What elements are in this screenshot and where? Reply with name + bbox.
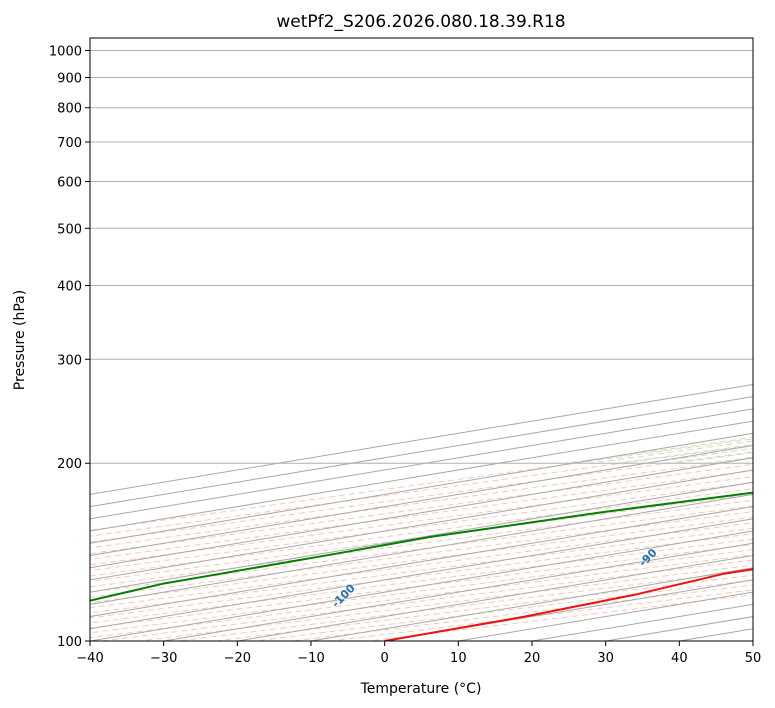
moist-adiabat-line bbox=[616, 444, 753, 464]
y-axis-ticks: 100 200 300 400 500 600 700 800 900 1000 bbox=[49, 45, 90, 650]
temperature-profile-line bbox=[384, 568, 753, 641]
isotherm-line bbox=[90, 481, 753, 593]
isotherm-line bbox=[752, 640, 753, 641]
dry-adiabats bbox=[90, 438, 753, 641]
isotherm-line bbox=[90, 530, 753, 641]
isotherm-line bbox=[90, 469, 753, 581]
y-tick-label: 900 bbox=[57, 72, 82, 87]
y-tick-label: 800 bbox=[57, 102, 82, 117]
y-tick-label: 400 bbox=[57, 279, 82, 294]
moist-adiabat-line bbox=[707, 456, 753, 464]
plot-area: 0.10.20.40.611.52346810131620253036-100-… bbox=[90, 50, 753, 641]
x-tick-label: −10 bbox=[297, 651, 324, 666]
moist-adiabat-line bbox=[590, 440, 753, 464]
moist-adiabat-line bbox=[565, 437, 753, 464]
dry-adiabat-line bbox=[254, 579, 753, 641]
x-tick-label: −30 bbox=[150, 651, 177, 666]
y-tick-label: 1000 bbox=[49, 45, 82, 60]
isotherm-line bbox=[237, 554, 753, 641]
dewpoint-profile-line bbox=[90, 491, 753, 602]
isotherm-line bbox=[90, 518, 753, 630]
isotherm-line bbox=[90, 506, 753, 618]
plot-frame bbox=[89, 37, 754, 642]
isotherm-line bbox=[90, 493, 753, 605]
x-tick-label: −40 bbox=[76, 651, 103, 666]
y-tick-label: 100 bbox=[57, 635, 82, 650]
x-tick-label: 50 bbox=[745, 651, 762, 666]
y-tick-label: 300 bbox=[57, 353, 82, 368]
x-tick-label: 30 bbox=[597, 651, 614, 666]
dry-adiabat-line bbox=[139, 564, 753, 641]
isobars bbox=[90, 50, 753, 641]
isotherm-line bbox=[90, 445, 753, 556]
x-tick-label: 40 bbox=[671, 651, 688, 666]
isotherms bbox=[90, 383, 753, 641]
dry-adiabat-line bbox=[368, 594, 753, 641]
isotherm-line bbox=[90, 432, 753, 544]
dry-adiabat-label: -100 bbox=[329, 582, 358, 611]
moist-adiabats bbox=[565, 437, 753, 464]
sounding-profiles bbox=[90, 491, 753, 641]
y-tick-label: 700 bbox=[57, 136, 82, 151]
x-tick-label: −20 bbox=[224, 651, 251, 666]
x-tick-label: 20 bbox=[524, 651, 541, 666]
x-tick-label: 0 bbox=[381, 651, 389, 666]
isotherm-line bbox=[90, 457, 753, 569]
y-tick-label: 500 bbox=[57, 222, 82, 237]
isotherm-line bbox=[163, 542, 753, 641]
y-tick-label: 200 bbox=[57, 457, 82, 472]
dry-adiabat-line bbox=[90, 554, 753, 639]
moist-adiabat-line bbox=[674, 452, 753, 464]
y-tick-label: 600 bbox=[57, 176, 82, 191]
chart-title: wetPf2_S206.2026.080.18.39.R18 bbox=[276, 12, 565, 32]
x-axis-ticks: −40 −30 −20 −10 0 10 20 30 40 50 bbox=[76, 641, 761, 666]
x-tick-label: 10 bbox=[450, 651, 467, 666]
dry-adiabat-line bbox=[292, 584, 753, 641]
y-axis-label: Pressure (hPa) bbox=[12, 290, 28, 390]
moist-adiabat-line bbox=[744, 461, 753, 464]
isotherm-line bbox=[679, 628, 753, 641]
x-axis-label: Temperature (°C) bbox=[360, 681, 482, 697]
dry-adiabat-line bbox=[101, 559, 753, 641]
